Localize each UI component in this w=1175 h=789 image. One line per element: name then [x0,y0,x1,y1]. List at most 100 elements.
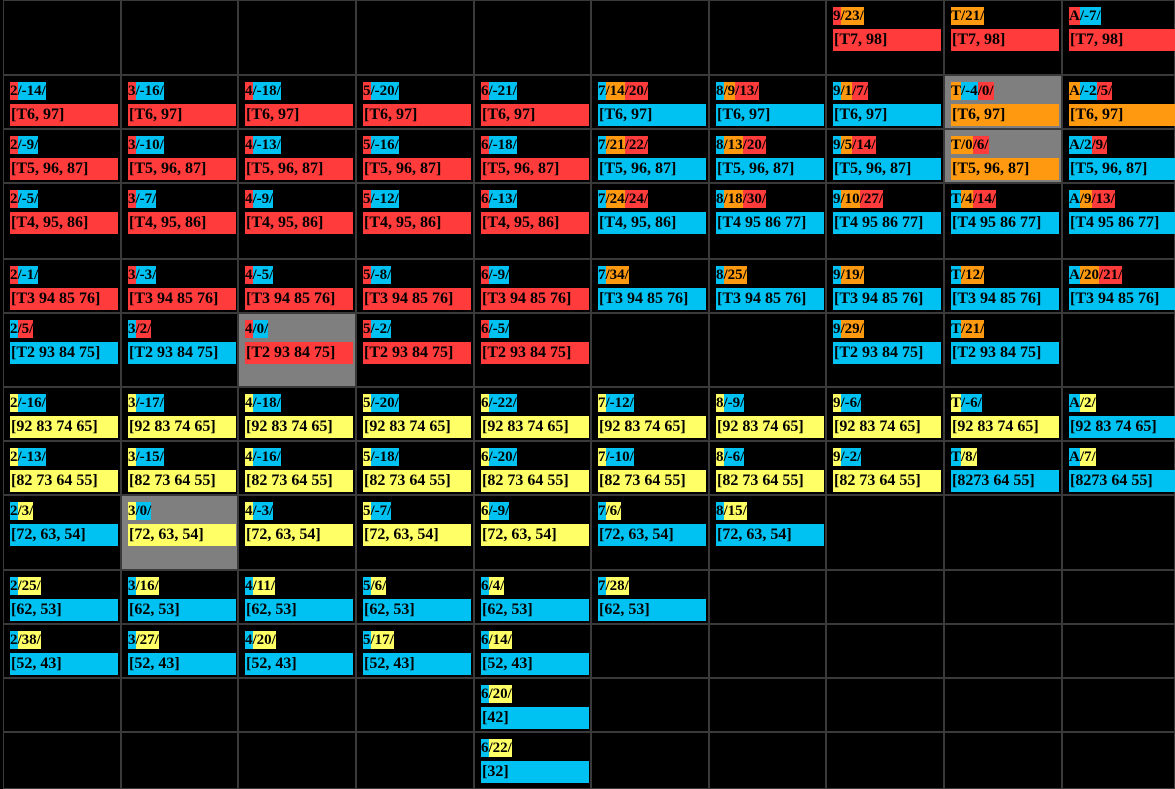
empty-cell [591,732,709,789]
cell-rank: 4 [245,394,253,412]
cell-range: [82 73 64 55] [598,470,706,492]
cell-rank: 2 [10,82,18,100]
cell-value: /-20/ [370,394,399,412]
grid-cell: T /4/14/ [T4 95 86 77] [944,183,1062,259]
cell-value: /27/ [859,190,884,208]
cell-header: 3 /-3/ [128,266,157,284]
empty-cell [591,0,709,75]
grid-cell: 8 /9/13/ [T6, 97] [709,75,826,129]
grid-cell: 4 /0/ [T2 93 84 75] [238,313,356,387]
cell-value: /22/ [624,136,649,154]
cell-range: [T4 95 86 77] [1069,212,1175,234]
cell-rank: 9 [833,448,841,466]
cell-range: [62, 53] [598,599,706,621]
cell-range: [T2 93 84 75] [833,342,941,364]
cell-header: 7 /24/24/ [598,190,649,208]
cell-rank: 3 [128,394,136,412]
cell-range: [T3 94 85 76] [245,288,353,310]
cell-range: [T5, 96, 87] [951,158,1059,180]
empty-cell [826,624,944,678]
empty-cell [944,570,1062,624]
cell-header: 9 /1/7/ [833,82,869,100]
cell-value: /-18/ [252,394,281,412]
cell-rank: T [951,320,962,338]
empty-cell [826,678,944,732]
cell-value: /-16/ [135,82,164,100]
empty-cell [121,678,238,732]
cell-range: [72, 63, 54] [598,524,706,546]
cell-value: /17/ [370,631,394,649]
cell-header: 7 /14/20/ [598,82,649,100]
cell-range: [T7, 98] [1069,29,1175,51]
cell-rank: 9 [833,82,841,100]
cell-value: /10 [840,190,860,208]
cell-rank: 6 [481,448,489,466]
grid-cell: 5 /6/ [62, 53] [356,570,474,624]
grid-cell: 4 /-9/ [T4, 95, 86] [238,183,356,259]
cell-range: [T2 93 84 75] [481,342,589,364]
grid-cell: 9 /29/ [T2 93 84 75] [826,313,944,387]
cell-value: /16/ [135,577,159,595]
cell-value: /20 [1079,266,1100,284]
cell-rank: A [1069,7,1080,25]
cell-rank: T [951,394,962,412]
empty-cell [3,732,121,789]
cell-rank: T [951,7,962,25]
cell-header: 2 /-14/ [10,82,46,100]
cell-range: [T3 94 85 76] [951,288,1059,310]
cell-header: 9 /5/14/ [833,136,876,154]
cell-rank: T [951,266,962,284]
cell-rank: 5 [363,448,371,466]
cell-value: /-13/ [252,136,281,154]
cell-header: 3 /16/ [128,577,159,595]
cell-value: /15/ [723,502,747,520]
grid-cell: A /2/9/ [T5, 96, 87] [1062,129,1175,183]
grid-cell: 5 /-20/ [92 83 74 65] [356,387,474,441]
cell-header: 7 /34/ [598,266,629,284]
grid-cell: 8 /18/30/ [T4 95 86 77] [709,183,826,259]
cell-header: 2 /38/ [10,631,41,649]
grid-cell: 9 /-2/ [82 73 64 55] [826,441,944,495]
cell-header: 4 /0/ [245,320,269,338]
grid-cell: 5 /-20/ [T6, 97] [356,75,474,129]
grid-cell: 2 /-1/ [T3 94 85 76] [3,259,121,313]
cell-range: [T6, 97] [363,104,471,126]
cell-range: [T4, 95, 86] [10,212,118,234]
cell-value: /-10/ [135,136,164,154]
cell-range: [82 73 64 55] [363,470,471,492]
cell-value: /-3/ [252,502,274,520]
cell-value: /-16/ [252,448,281,466]
cell-range: [92 83 74 65] [128,416,236,438]
cell-rank: 5 [363,631,371,649]
cell-range: [52, 43] [128,653,236,675]
cell-value: /0 [961,136,973,154]
cell-range: [T5, 96, 87] [833,158,941,180]
cell-rank: 2 [10,448,18,466]
cell-range: [T2 93 84 75] [245,342,353,364]
cell-header: A /9/13/ [1069,190,1115,208]
cell-value: /-18/ [370,448,399,466]
cell-rank: 4 [245,190,253,208]
cell-value: /-13/ [17,448,46,466]
cell-rank: 4 [245,448,253,466]
cell-range: [62, 53] [128,599,236,621]
cell-rank: 6 [481,190,489,208]
cell-value: /14/ [488,631,512,649]
cell-rank: A [1069,136,1080,154]
empty-cell [1062,732,1175,789]
grid-cell: 6 /-20/ [82 73 64 55] [474,441,591,495]
cell-header: 4 /-16/ [245,448,281,466]
cell-header: 2 /5/ [10,320,34,338]
cell-value: /18 [723,190,743,208]
cell-rank: 5 [363,190,371,208]
cell-header: A /2/ [1069,394,1096,412]
cell-value: /24 [605,190,625,208]
cell-header: 9 /10/27/ [833,190,884,208]
cell-rank: 8 [716,394,724,412]
empty-cell [591,678,709,732]
cell-header: 7 /-12/ [598,394,634,412]
cell-range: [82 73 64 55] [716,470,824,492]
cell-header: 3 /-15/ [128,448,164,466]
cell-rank: 7 [598,394,606,412]
cell-value: /-10/ [605,448,634,466]
